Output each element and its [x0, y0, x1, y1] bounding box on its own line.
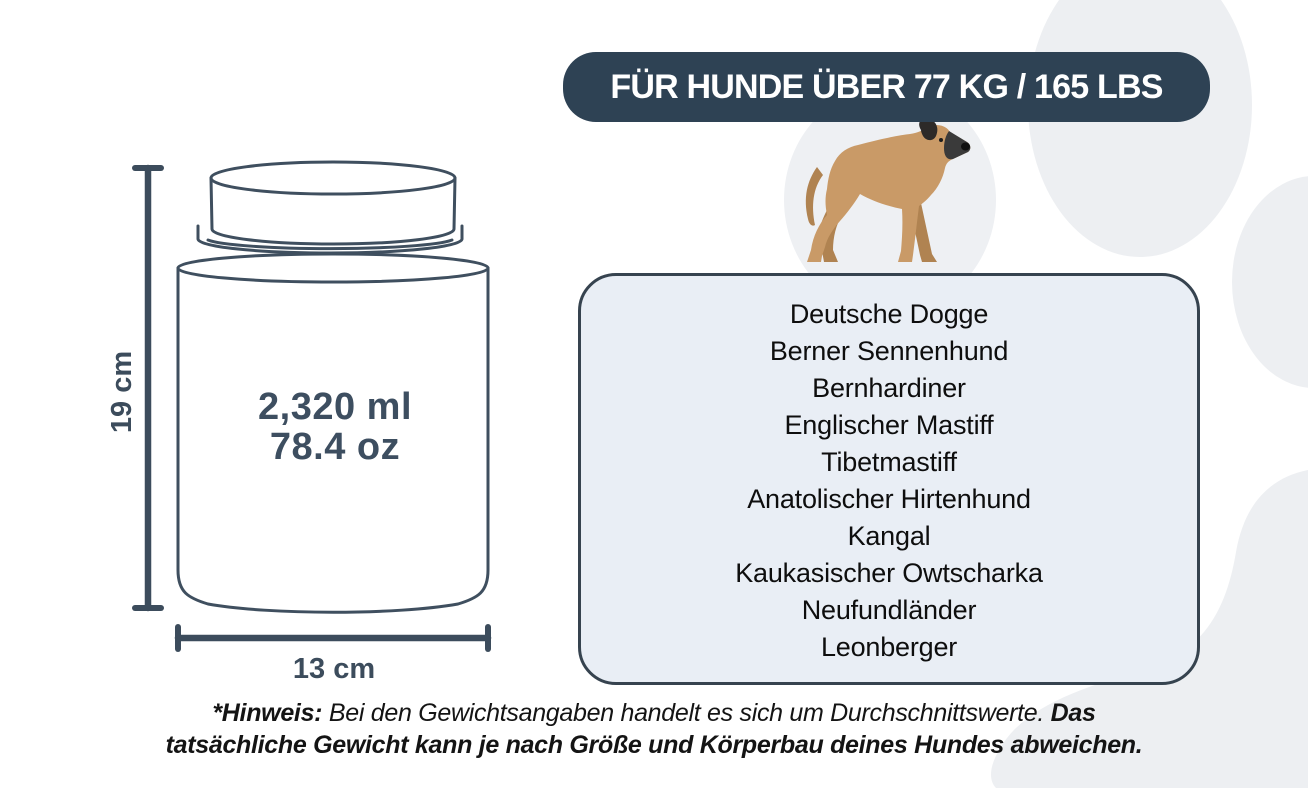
jar-lid — [209, 176, 457, 246]
breed-list-box: Deutsche Dogge Berner Sennenhund Bernhardi… — [578, 273, 1200, 685]
footnote-line-2: tatsächliche Gewicht kann je nach Größe … — [165, 731, 1143, 759]
breed-list-item: Tibetmastiff — [821, 447, 957, 477]
breed-list-item: Leonberger — [820, 632, 958, 662]
breed-list-item: Neufundländer — [801, 595, 977, 625]
breed-list-item: Englischer Mastiff — [784, 410, 994, 440]
footnote: *Hinweis: Bei den Gewichtsangaben handel… — [0, 697, 1308, 761]
breed-list: Deutsche Dogge Berner Sennenhund Bernhardi… — [581, 296, 1197, 666]
footnote-regular-text: Bei den Gewichtsangaben handelt es sich … — [328, 699, 1051, 727]
header-banner-label: FÜR HUNDE ÜBER 77 KG / 165 LBS — [610, 67, 1163, 106]
footnote-bold-das: Das — [1050, 699, 1096, 727]
footnote-hinweis-label: *Hinweis: — [212, 699, 329, 727]
height-label: 19 cm — [106, 350, 138, 434]
breed-list-item: Anatolischer Hirtenhund — [747, 484, 1031, 514]
breed-list-item: Kangal — [847, 521, 931, 551]
dog-muzzle — [944, 131, 971, 160]
jar-volume: 2,320 ml 78.4 oz — [170, 387, 500, 467]
breed-list-item: Kaukasischer Owtscharka — [735, 558, 1043, 588]
dog-body — [807, 124, 971, 262]
great-dane-illustration — [805, 118, 971, 262]
jar-lid-top — [209, 160, 457, 196]
volume-ml: 2,320 ml — [258, 386, 412, 428]
breed-list-item: Deutsche Dogge — [789, 299, 989, 329]
volume-oz: 78.4 oz — [269, 426, 401, 468]
dog-tail — [805, 167, 823, 226]
dog-eye — [939, 138, 943, 142]
jar-shoulder-rim — [176, 252, 490, 284]
paw-pad-blob — [991, 470, 1308, 788]
paw-toe-blob — [1232, 176, 1308, 388]
footnote-line-1: *Hinweis: Bei den Gewichtsangaben handel… — [0, 697, 1308, 729]
header-banner: FÜR HUNDE ÜBER 77 KG / 165 LBS — [563, 52, 1210, 122]
width-label: 13 cm — [292, 653, 376, 685]
jar-outline-illustration — [132, 160, 492, 652]
breed-list-item: Bernhardiner — [812, 373, 966, 403]
dog-ear — [919, 118, 938, 141]
jar-neck-ring-inner — [206, 238, 454, 251]
dog-nose — [961, 142, 970, 151]
jar-body — [176, 266, 490, 614]
paw-toe-blob — [1028, 0, 1252, 257]
dimension-lines — [132, 164, 492, 652]
breed-list-item: Berner Sennenhund — [769, 336, 1009, 366]
